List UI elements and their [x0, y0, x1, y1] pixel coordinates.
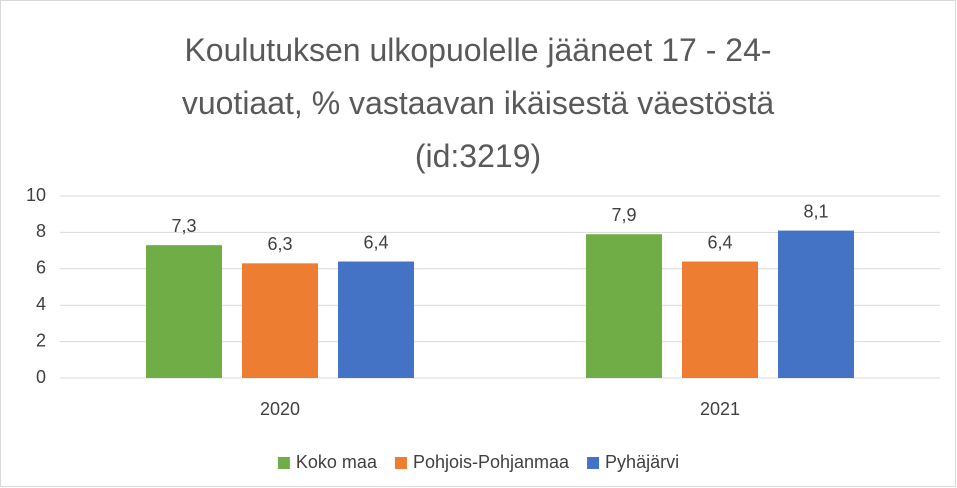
- bar: [586, 234, 662, 378]
- legend-label: Pohjois-Pohjanmaa: [413, 452, 570, 472]
- legend-swatch: [277, 457, 290, 469]
- legend-label: Pyhäjärvi: [605, 452, 679, 472]
- y-tick-label: 4: [36, 294, 46, 314]
- data-label: 8,1: [803, 201, 828, 221]
- bar: [682, 261, 758, 378]
- data-label: 6,4: [707, 232, 732, 252]
- legend-swatch: [587, 457, 600, 469]
- y-tick-label: 0: [36, 367, 46, 387]
- legend-label: Koko maa: [296, 452, 378, 472]
- bar: [242, 263, 318, 378]
- bar: [338, 261, 414, 378]
- y-tick-label: 2: [36, 330, 46, 350]
- legend-swatch: [394, 457, 407, 469]
- data-label: 6,4: [363, 232, 388, 252]
- chart-title: Koulutuksen ulkopuolelle jääneet 17 - 24…: [181, 32, 775, 174]
- data-label: 6,3: [267, 234, 292, 254]
- data-label: 7,9: [611, 205, 636, 225]
- x-tick-label: 2021: [700, 399, 740, 419]
- x-tick-label: 2020: [260, 399, 300, 419]
- data-label: 7,3: [171, 216, 196, 236]
- y-tick-label: 10: [26, 185, 46, 205]
- bar: [146, 245, 222, 378]
- bar: [778, 230, 854, 378]
- y-tick-label: 6: [36, 258, 46, 278]
- y-tick-label: 8: [36, 221, 46, 241]
